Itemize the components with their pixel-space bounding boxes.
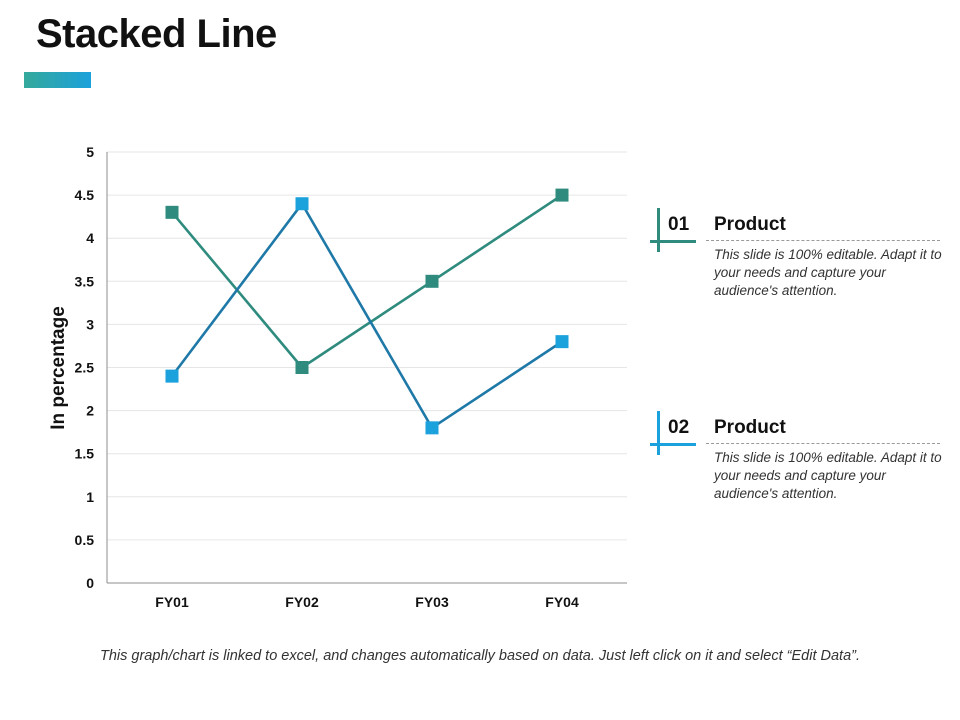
x-tick-label: FY02 (285, 594, 319, 610)
series-product-02-point (295, 197, 309, 211)
series-product-02-point (555, 335, 569, 349)
legend-accent-horizontal (650, 443, 696, 446)
x-tick-label: FY03 (415, 594, 449, 610)
series-product-01-point (425, 274, 439, 288)
legend-number: 02 (668, 417, 690, 438)
series-product-01-point (295, 361, 309, 374)
legend-divider (706, 240, 940, 241)
y-axis-label: In percentage (48, 306, 69, 430)
x-tick-label: FY04 (545, 594, 579, 610)
legend-item-product-01: 01 Product This slide is 100% editable. … (648, 208, 948, 318)
legend-description: This slide is 100% editable. Adapt it to… (714, 450, 942, 501)
y-tick-label: 1.5 (75, 446, 95, 462)
legend-accent-vertical (657, 208, 660, 252)
legend-label: Product (714, 214, 786, 235)
series-product-01-point (555, 188, 569, 202)
footer-note: This graph/chart is linked to excel, and… (99, 648, 861, 664)
series-product-02-line (170, 202, 563, 430)
y-tick-label: 5 (86, 144, 94, 160)
series-product-02-point (425, 421, 439, 435)
legend-description: This slide is 100% editable. Adapt it to… (714, 247, 942, 298)
page-title: Stacked Line (36, 12, 277, 56)
x-tick-label: FY01 (155, 594, 189, 610)
legend-accent-horizontal (650, 240, 696, 243)
legend-number: 01 (668, 214, 690, 235)
y-tick-label: 2 (86, 403, 94, 419)
y-tick-label: 4 (86, 230, 94, 246)
legend-item-product-02: 02 Product This slide is 100% editable. … (648, 411, 948, 521)
legend-divider (706, 443, 940, 444)
legend-accent-vertical (657, 411, 660, 455)
series-product-01-point (165, 205, 179, 219)
legend-label: Product (714, 417, 786, 438)
series-product-02-point (165, 369, 179, 383)
y-tick-label: 2.5 (75, 360, 95, 376)
y-tick-label: 0 (86, 575, 94, 591)
title-accent-bar (24, 72, 91, 88)
y-tick-label: 0.5 (75, 532, 95, 548)
y-tick-label: 3 (86, 316, 94, 332)
y-tick-label: 3.5 (75, 273, 95, 289)
y-tick-label: 4.5 (75, 187, 95, 203)
y-tick-label: 1 (86, 489, 94, 505)
